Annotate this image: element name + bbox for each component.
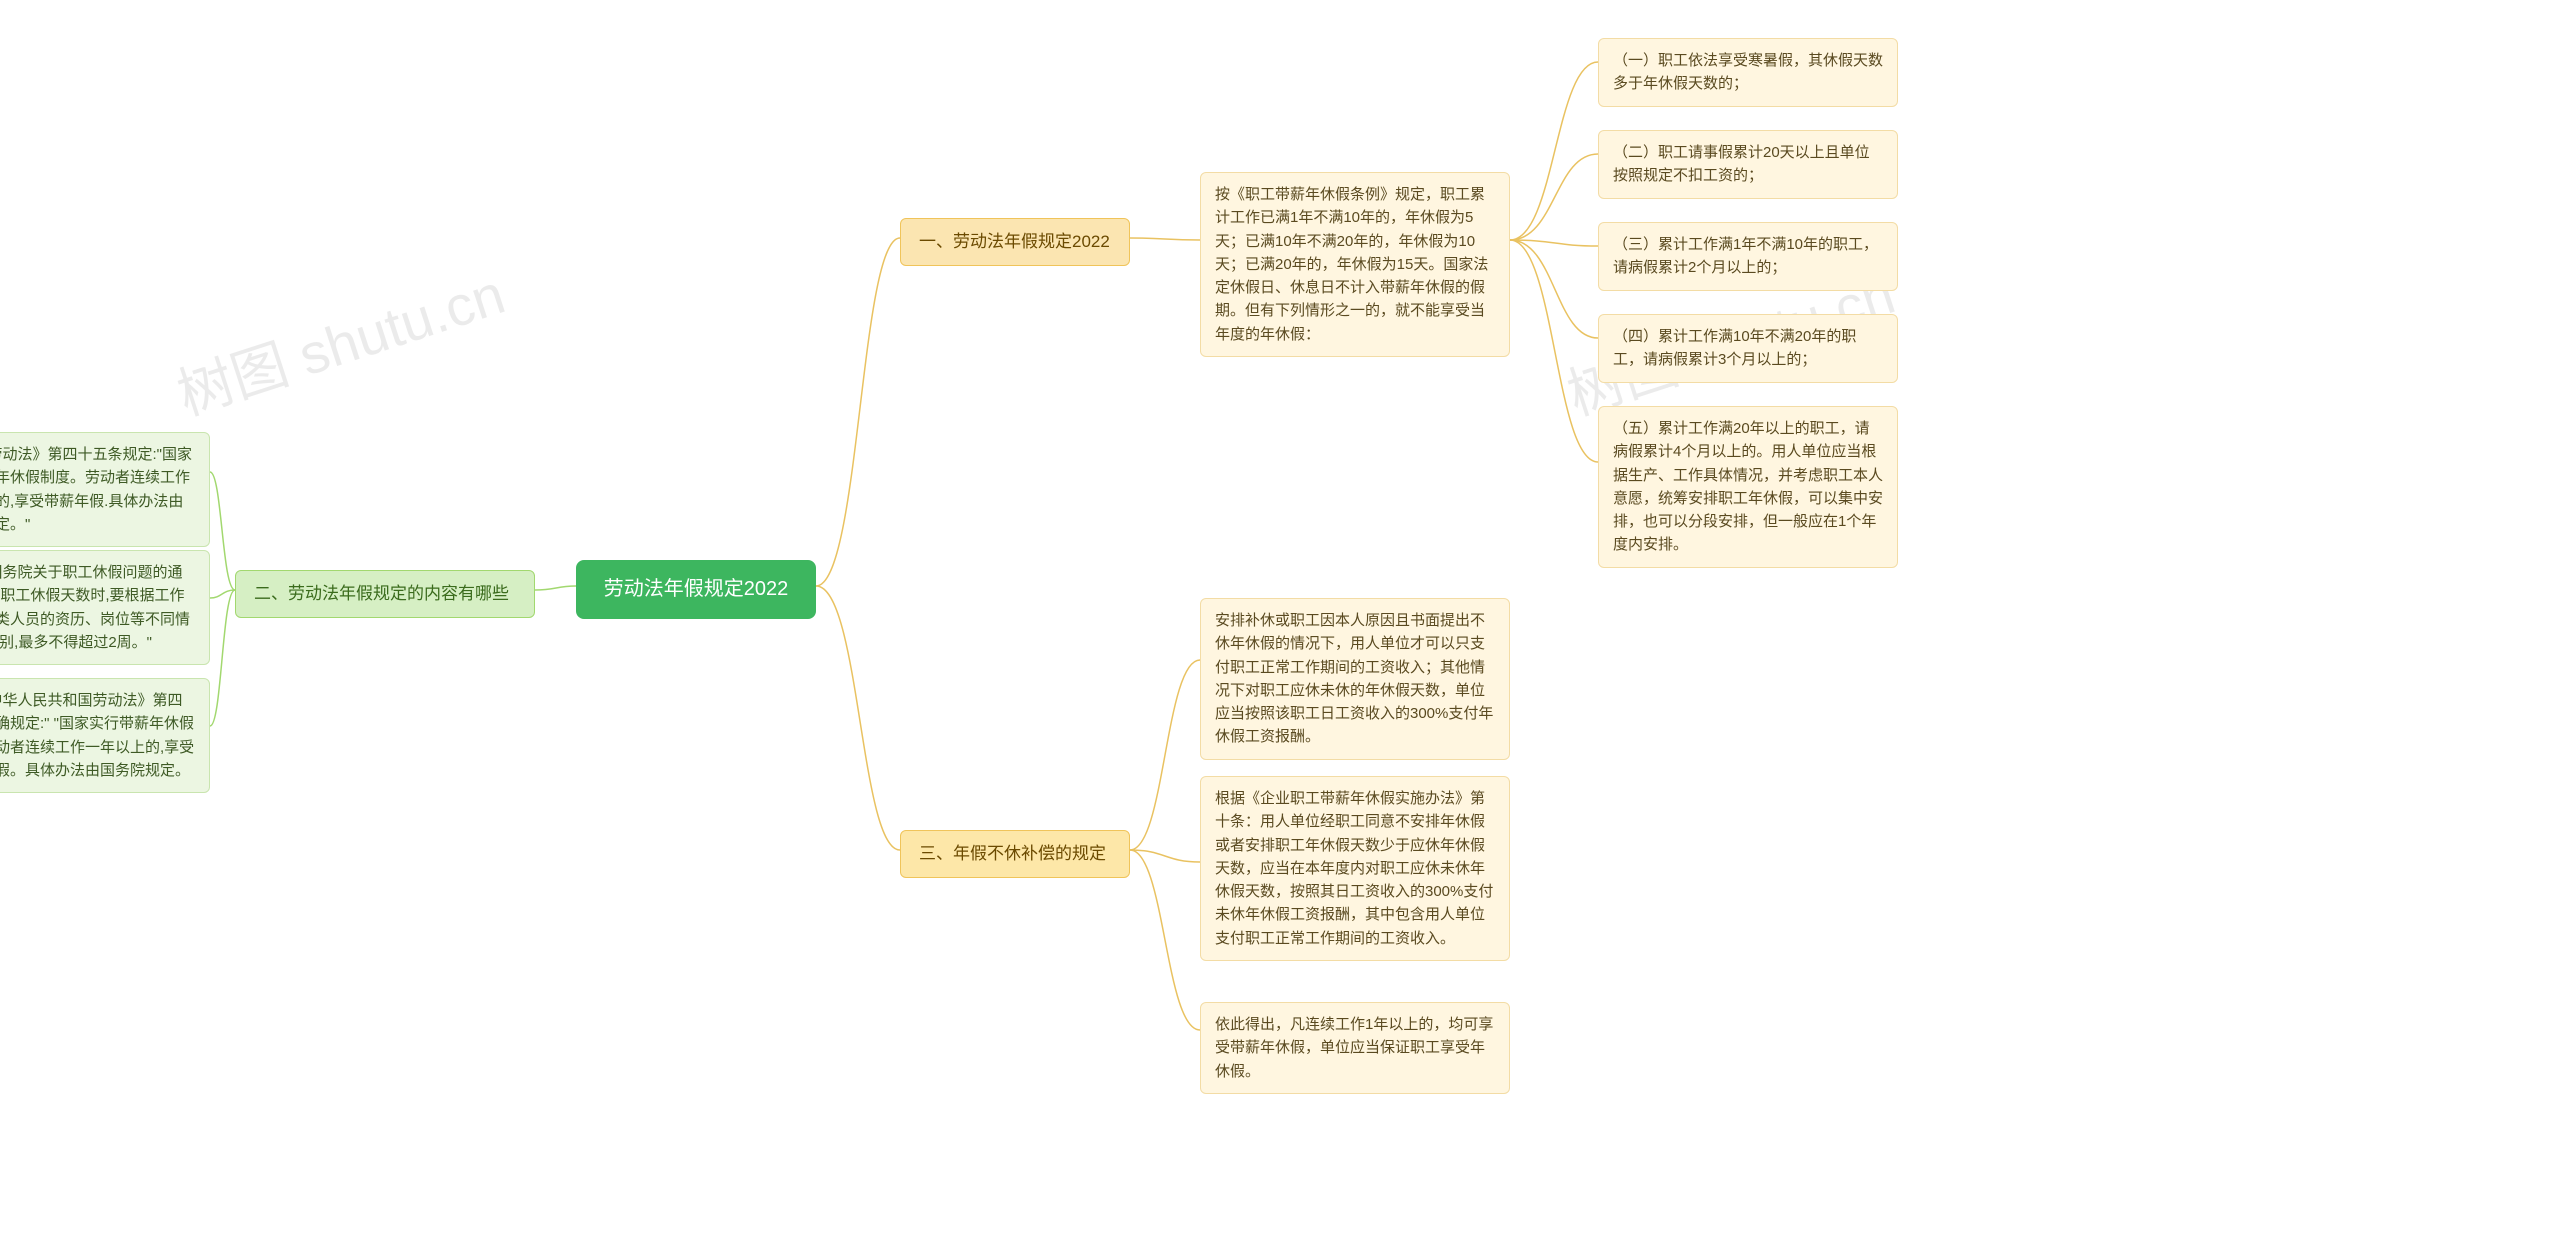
branch-1-child-1[interactable]: 按《职工带薪年休假条例》规定，职工累计工作已满1年不满10年的，年休假为5天；已… [1200, 172, 1510, 357]
root-node[interactable]: 劳动法年假规定2022 [576, 560, 816, 619]
branch-3-child-3[interactable]: 依此得出，凡连续工作1年以上的，均可享受带薪年休假，单位应当保证职工享受年休假。 [1200, 1002, 1510, 1094]
branch-1-child-1-c[interactable]: （三）累计工作满1年不满10年的职工，请病假累计2个月以上的； [1598, 222, 1898, 291]
branch-3-child-2[interactable]: 根据《企业职工带薪年休假实施办法》第十条：用人单位经职工同意不安排年休假或者安排… [1200, 776, 1510, 961]
branch-2-child-1[interactable]: （一）《劳动法》第四十五条规定:"国家实行带薪年休假制度。劳动者连续工作一年以上… [0, 432, 210, 547]
branch-2-child-3[interactable]: （三）《中华人民共和国劳动法》第四十五条明确规定:" "国家实行带薪年休假制度。… [0, 678, 210, 793]
branch-3-child-1[interactable]: 安排补休或职工因本人原因且书面提出不休年休假的情况下，用人单位才可以只支付职工正… [1200, 598, 1510, 760]
branch-3[interactable]: 三、年假不休补偿的规定 [900, 830, 1130, 878]
branch-1-child-1-b[interactable]: （二）职工请事假累计20天以上且单位按照规定不扣工资的； [1598, 130, 1898, 199]
branch-2-child-2[interactable]: （二）《国务院关于职工休假问题的通知》"确定职工休假天数时,要根据工作任务和各类… [0, 550, 210, 665]
branch-1-child-1-e[interactable]: （五）累计工作满20年以上的职工，请病假累计4个月以上的。用人单位应当根据生产、… [1598, 406, 1898, 568]
branch-1[interactable]: 一、劳动法年假规定2022 [900, 218, 1130, 266]
branch-2[interactable]: 二、劳动法年假规定的内容有哪些 [235, 570, 535, 618]
watermark-1: 树图 shutu.cn [166, 250, 514, 432]
branch-1-child-1-d[interactable]: （四）累计工作满10年不满20年的职工，请病假累计3个月以上的； [1598, 314, 1898, 383]
branch-1-child-1-a[interactable]: （一）职工依法享受寒暑假，其休假天数多于年休假天数的； [1598, 38, 1898, 107]
